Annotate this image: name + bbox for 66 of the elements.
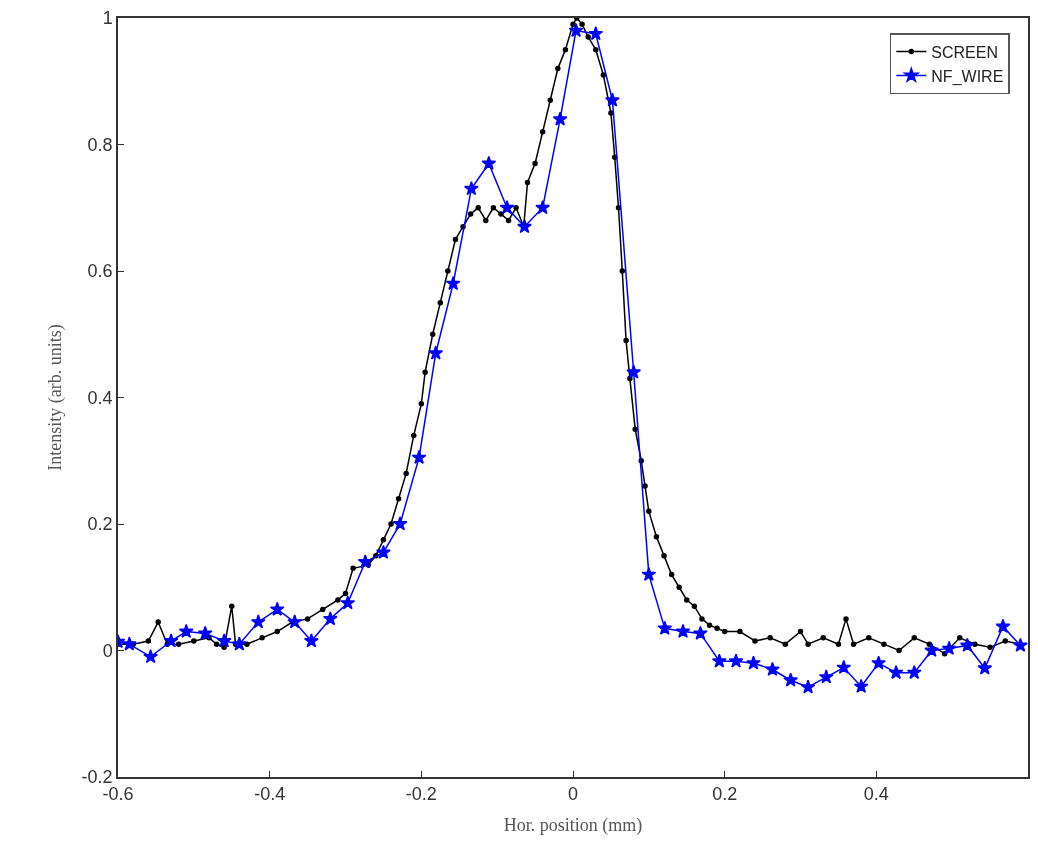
point [568, 22, 584, 38]
point [605, 92, 620, 107]
point [197, 625, 213, 640]
point [836, 659, 852, 674]
point [178, 623, 194, 638]
point [392, 516, 408, 531]
point [853, 678, 869, 693]
point [163, 633, 179, 648]
x-tick-label: 0.2 [712, 784, 738, 805]
point [231, 636, 247, 651]
y-tick-label: 0.2 [87, 514, 113, 535]
point [552, 111, 568, 126]
y-tick-label: 0.4 [87, 387, 113, 408]
x-tick-label: 0.4 [863, 784, 889, 805]
point [871, 655, 887, 670]
y-tick-label: 1 [102, 8, 113, 29]
point [340, 595, 356, 610]
x-axis-title: Hor. position (mm) [503, 814, 643, 836]
point [517, 218, 532, 234]
point [1013, 637, 1028, 652]
point [641, 566, 657, 582]
point [711, 653, 727, 668]
point [445, 275, 461, 291]
point [216, 633, 232, 648]
point [411, 449, 427, 464]
point [924, 642, 940, 657]
point [765, 661, 780, 676]
point [977, 660, 993, 675]
point [428, 345, 444, 360]
point [143, 649, 159, 664]
point [818, 669, 834, 684]
legend-label: NF_WIRE [931, 67, 1004, 86]
point [728, 653, 744, 668]
point [941, 640, 957, 656]
point [959, 637, 975, 652]
point [481, 155, 497, 170]
point [535, 200, 551, 215]
legend-label: SCREEN [931, 43, 998, 61]
point [906, 664, 922, 680]
point [269, 601, 285, 616]
point [588, 26, 604, 41]
point [121, 636, 137, 651]
y-axis-title: Intensity (arb. units) [45, 324, 67, 471]
point [357, 554, 373, 569]
x-tick-label: 0 [567, 784, 579, 805]
point [888, 664, 904, 680]
x-tick-label: -0.2 [405, 784, 437, 805]
point [657, 620, 673, 635]
point [303, 633, 319, 648]
y-tick-label: 0.6 [87, 261, 113, 282]
point [692, 625, 708, 640]
point [783, 672, 799, 687]
point [376, 544, 391, 559]
point [675, 623, 691, 638]
point [626, 364, 642, 379]
point [800, 679, 816, 694]
point [463, 181, 479, 196]
point [250, 614, 266, 629]
point [322, 611, 338, 626]
x-tick-label: -0.4 [254, 784, 286, 805]
y-tick-label: 0.8 [87, 134, 113, 155]
point [995, 618, 1011, 633]
point [746, 655, 761, 670]
point [499, 200, 515, 215]
y-tick-label: 0 [102, 640, 113, 661]
point [287, 614, 303, 629]
